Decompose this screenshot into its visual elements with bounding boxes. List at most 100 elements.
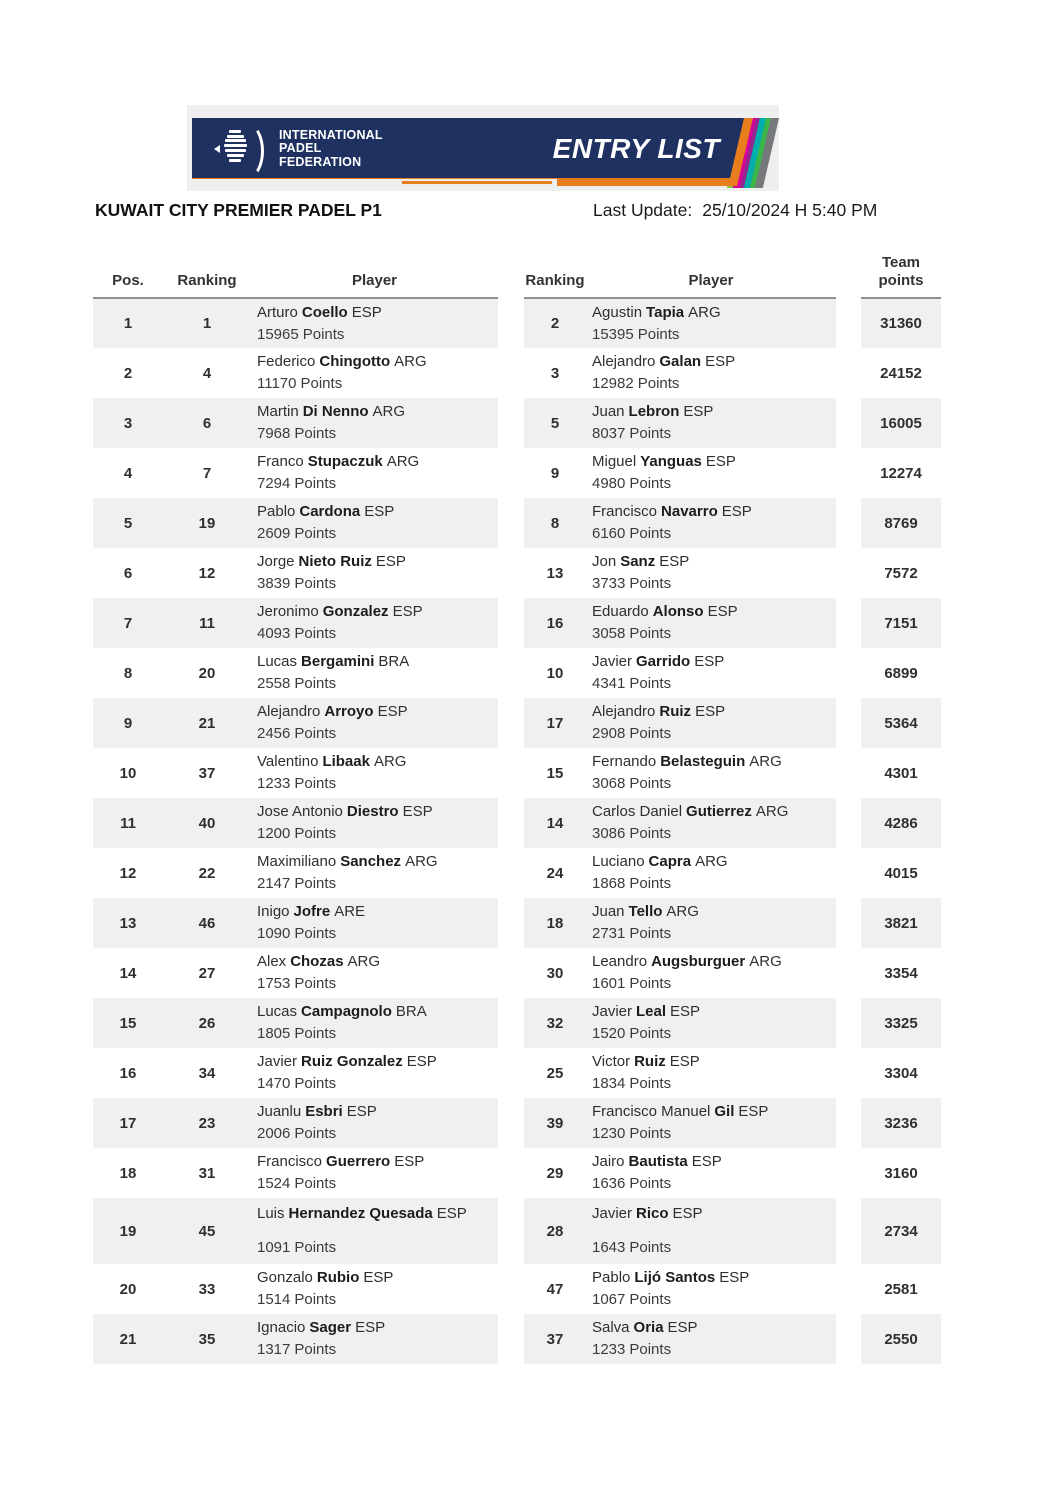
player-points-suffix: Points xyxy=(294,825,337,842)
pos-cell: 4 xyxy=(123,464,133,482)
player-last-name: Coello xyxy=(301,303,348,321)
banner-navy-band: INTERNATIONAL PADEL FEDERATION ENTRY LIS… xyxy=(192,118,744,178)
player-points-suffix: Points xyxy=(629,525,672,542)
player-points: 2456 Points xyxy=(257,723,497,745)
player-name: Federico Chingotto ARG xyxy=(257,351,497,373)
player-cell-left: Lucas Bergamini BRA 2558 Points xyxy=(251,648,498,698)
player-cell-right: Francisco Navarro ESP 6160 Points xyxy=(586,498,836,548)
player-last-name: Yanguas xyxy=(640,453,702,470)
player-last-name: Ruiz Gonzalez xyxy=(301,1053,403,1070)
player-points-suffix: Points xyxy=(294,1175,337,1192)
logo-arc-icon xyxy=(234,124,264,178)
logo-text-line: INTERNATIONAL xyxy=(279,127,383,142)
player-cell-right: Jon Sanz ESP 3733 Points xyxy=(586,548,836,598)
player-first-name: Inigo xyxy=(257,903,290,920)
player-first-name: Agustin xyxy=(592,303,643,321)
player-cell-left: Francisco Guerrero ESP 1524 Points xyxy=(251,1148,498,1198)
column-gutter xyxy=(498,1048,524,1098)
player-points-suffix: Points xyxy=(302,325,345,343)
column-gutter xyxy=(836,798,861,848)
player-last-name: Rubio xyxy=(316,1269,360,1286)
col-header-ranking-right: Ranking xyxy=(524,251,586,299)
team-points-cell: 4301 xyxy=(884,764,918,782)
player-points-value: 1834 xyxy=(592,1075,626,1092)
player-first-name: Maximiliano xyxy=(257,853,337,870)
ranking-cell-right: 8 xyxy=(524,498,586,548)
pos-cell: 11 xyxy=(93,798,163,848)
table-row: 10 37 Valentino Libaak ARG 1233 Points 15 Fernan… xyxy=(93,748,941,798)
player-first-name: Lucas xyxy=(257,1003,298,1020)
ranking-cell-right: 30 xyxy=(546,964,564,982)
player-cell-right: Carlos Daniel Gutierrez ARG 3086 Points xyxy=(586,798,836,848)
column-gutter xyxy=(836,251,861,298)
player-points-suffix: Points xyxy=(294,925,337,942)
player-name: Lucas Bergamini BRA xyxy=(257,651,497,673)
player-country: ARG xyxy=(373,753,407,770)
table-row: 6 12 Jorge Nieto Ruiz ESP 3839 Points 13 Jon Sanz… xyxy=(93,548,941,598)
column-gutter xyxy=(836,848,861,898)
player-first-name: Leandro xyxy=(592,953,648,970)
column-gutter xyxy=(498,848,524,898)
player-points-suffix: Points xyxy=(294,575,337,592)
player-country: ESP xyxy=(683,403,714,420)
player-country: ARG xyxy=(749,953,782,970)
player-last-name: Bautista xyxy=(628,1153,688,1170)
ipf-logo: INTERNATIONAL PADEL FEDERATION xyxy=(216,126,383,172)
ranking-cell-left: 33 xyxy=(198,1280,216,1298)
player-first-name: Alejandro xyxy=(592,703,656,720)
column-gutter xyxy=(836,498,861,548)
ranking-cell-left: 31 xyxy=(198,1164,216,1182)
player-points-suffix: Points xyxy=(629,1025,672,1042)
team-points-cell: 2581 xyxy=(884,1280,918,1298)
player-cell-right: Javier Leal ESP 1520 Points xyxy=(586,998,836,1048)
ranking-cell-left: 12 xyxy=(198,564,216,582)
player-last-name: Di Nenno xyxy=(302,403,369,420)
pos-cell: 5 xyxy=(93,498,163,548)
player-points: 6160 Points xyxy=(592,523,835,545)
player-country: ESP xyxy=(364,503,395,520)
player-name: Gonzalo Rubio ESP xyxy=(257,1267,497,1289)
player-country: ESP xyxy=(705,453,736,470)
player-last-name: Arroyo xyxy=(324,703,374,720)
player-last-name: Tello xyxy=(628,903,663,920)
player-cell-right: Salva Oria ESP 1233 Points xyxy=(586,1314,836,1364)
player-first-name: Jairo xyxy=(592,1153,625,1170)
table-row: 16 34 Javier Ruiz Gonzalez ESP 1470 Points 25 Vi… xyxy=(93,1048,941,1098)
player-last-name: Diestro xyxy=(346,803,399,820)
player-points-suffix: Points xyxy=(294,775,337,792)
player-points: 7294 Points xyxy=(257,473,497,495)
player-name: Juan Lebron ESP xyxy=(592,401,835,423)
player-points: 1233 Points xyxy=(257,773,497,795)
player-points-value: 3086 xyxy=(592,825,626,842)
player-points-value: 1868 xyxy=(592,875,626,892)
column-gutter xyxy=(836,348,861,398)
player-points-suffix: Points xyxy=(629,475,672,492)
player-points-value: 1643 xyxy=(592,1239,626,1256)
player-country: ESP xyxy=(659,553,690,570)
ranking-cell-left: 35 xyxy=(163,1314,251,1364)
table-row: 11 40 Jose Antonio Diestro ESP 1200 Points 14 Ca… xyxy=(93,798,941,848)
player-points-suffix: Points xyxy=(294,675,337,692)
player-country: ESP xyxy=(392,603,423,620)
logo-text-line: PADEL xyxy=(279,141,322,156)
ranking-cell-left: 37 xyxy=(198,764,216,782)
player-last-name: Chingotto xyxy=(319,353,391,370)
player-last-name: Nieto Ruiz xyxy=(298,553,372,570)
player-first-name: Javier xyxy=(257,1053,298,1070)
player-name: Inigo Jofre ARE xyxy=(257,901,497,923)
player-country: ESP xyxy=(355,1319,386,1336)
column-gutter xyxy=(498,748,524,798)
team-points-cell: 6899 xyxy=(884,664,918,682)
player-first-name: Alejandro xyxy=(592,353,656,370)
player-points: 1753 Points xyxy=(257,973,497,995)
ranking-cell-right: 39 xyxy=(524,1098,586,1148)
player-first-name: Carlos Daniel xyxy=(592,803,683,820)
ipf-logo-text: INTERNATIONAL PADEL FEDERATION xyxy=(279,129,383,170)
player-last-name: Jofre xyxy=(293,903,331,920)
table-header-row: Pos. Ranking Player Ranking Player Team … xyxy=(93,251,941,299)
player-first-name: Luciano xyxy=(592,853,645,870)
column-gutter xyxy=(498,348,524,398)
column-gutter xyxy=(498,1198,524,1264)
player-points: 1067 Points xyxy=(592,1289,835,1311)
